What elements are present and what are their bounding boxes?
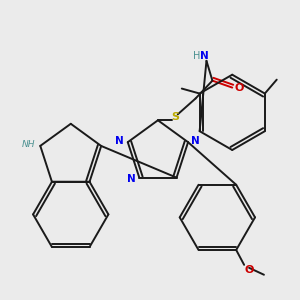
- Text: N: N: [127, 174, 136, 184]
- Text: N: N: [116, 136, 124, 146]
- Text: S: S: [171, 112, 179, 122]
- Text: O: O: [244, 265, 254, 275]
- Text: NH: NH: [22, 140, 35, 149]
- Text: O: O: [235, 82, 244, 93]
- Text: H: H: [193, 51, 200, 61]
- Text: N: N: [190, 136, 200, 146]
- Text: N: N: [200, 51, 209, 61]
